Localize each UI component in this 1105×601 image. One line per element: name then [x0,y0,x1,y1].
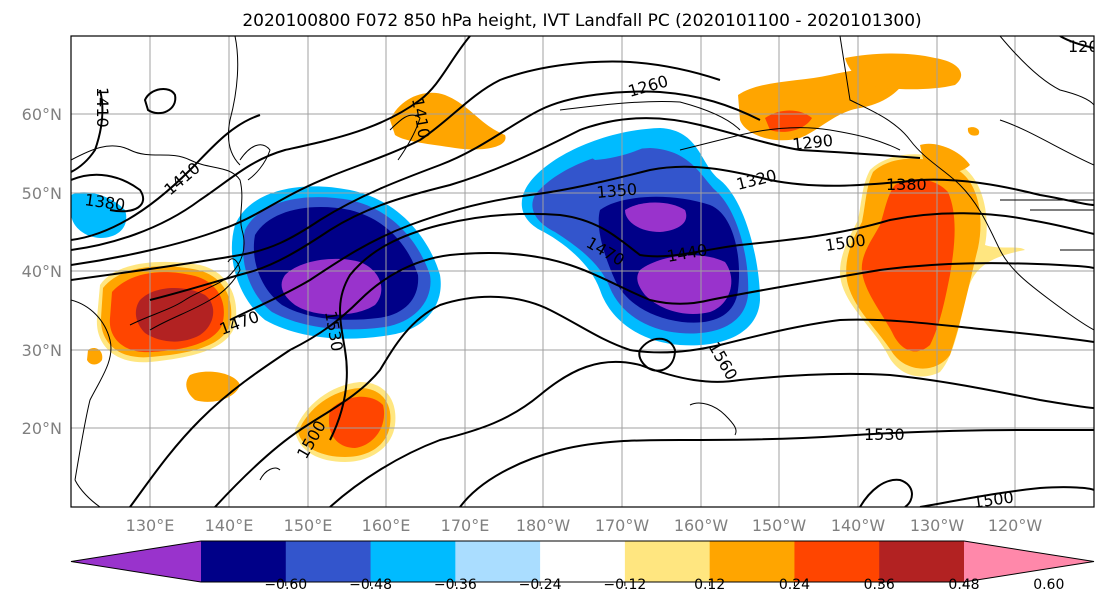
contour-label: 1350 [596,180,638,202]
lon-label: 170°W [595,516,650,535]
contour-label: 120 [1068,37,1099,56]
figure-title: 2020100800 F072 850 hPa height, IVT Land… [242,11,921,31]
colorbar-tick-label: 0.36 [864,577,895,593]
colorbar-swatch [285,541,372,582]
colorbar-tick-label: −0.60 [264,577,307,593]
contour-label: 1290 [791,131,833,154]
ivt-positive-japan [87,261,240,402]
lon-label: 160°W [674,516,729,535]
lon-label: 130°E [126,516,175,535]
lon-label: 150°E [284,516,333,535]
map-panel: 1410 1410 1380 1410 1260 1290 1320 1380 … [71,36,1099,511]
colorbar-outline [70,540,1095,583]
colorbar-swatch [794,541,880,582]
colorbar-tick-label: 0.24 [779,577,810,593]
lat-label: 30°N [22,341,62,360]
ivt-negative-central [521,128,760,346]
contour-label: 1500 [972,487,1015,511]
colorbar-extend-high [964,541,1094,582]
contour-label: 1380 [886,175,927,194]
lon-label: 140°E [205,516,254,535]
colorbar-swatch [879,541,965,582]
lon-label: 160°E [362,516,411,535]
colorbar-swatch [201,541,287,582]
contour-label: 1410 [93,87,112,128]
colorbar-tick-label: −0.24 [519,577,562,593]
colorbar-extend-low [71,541,201,582]
lon-label: 170°E [441,516,490,535]
lat-label: 20°N [22,419,62,438]
colorbar-tick-label: −0.12 [603,577,646,593]
coastlines [71,36,1094,507]
latitude-labels: 60°N 50°N 40°N 30°N 20°N [22,105,62,438]
colorbar-swatch [540,541,626,582]
lon-label: 140°W [831,516,886,535]
lon-label: 150°W [752,516,807,535]
lat-label: 60°N [22,105,62,124]
longitude-labels: 130°E 140°E 150°E 160°E 170°E 180°W 170°… [126,516,1043,535]
colorbar-swatch [455,541,541,582]
colorbar: −0.60 −0.48 −0.36 −0.24 −0.12 0.12 0.24 0.36 0.4… [70,540,1095,593]
colorbar-tick-label: −0.48 [349,577,392,593]
map-frame [70,35,1095,508]
graticule [71,36,1094,507]
lon-label: 120°W [988,516,1043,535]
colorbar-tick-label: −0.36 [434,577,477,593]
colorbar-tick-label: 0.12 [694,577,725,593]
lon-label: 130°W [910,516,965,535]
colorbar-swatch [624,541,711,582]
height-contours [71,36,1094,507]
lat-label: 40°N [22,262,62,281]
ivt-positive-subtropical [295,382,396,462]
colorbar-tick-label: 0.60 [1033,577,1064,593]
lat-label: 50°N [22,184,62,203]
lon-label: 180°W [516,516,571,535]
ivt-positive-north [390,53,962,150]
colorbar-tick-label: 0.48 [948,577,979,593]
colorbar-swatch [370,541,456,582]
colorbar-swatch [709,541,795,582]
contour-label: 1530 [864,425,905,444]
